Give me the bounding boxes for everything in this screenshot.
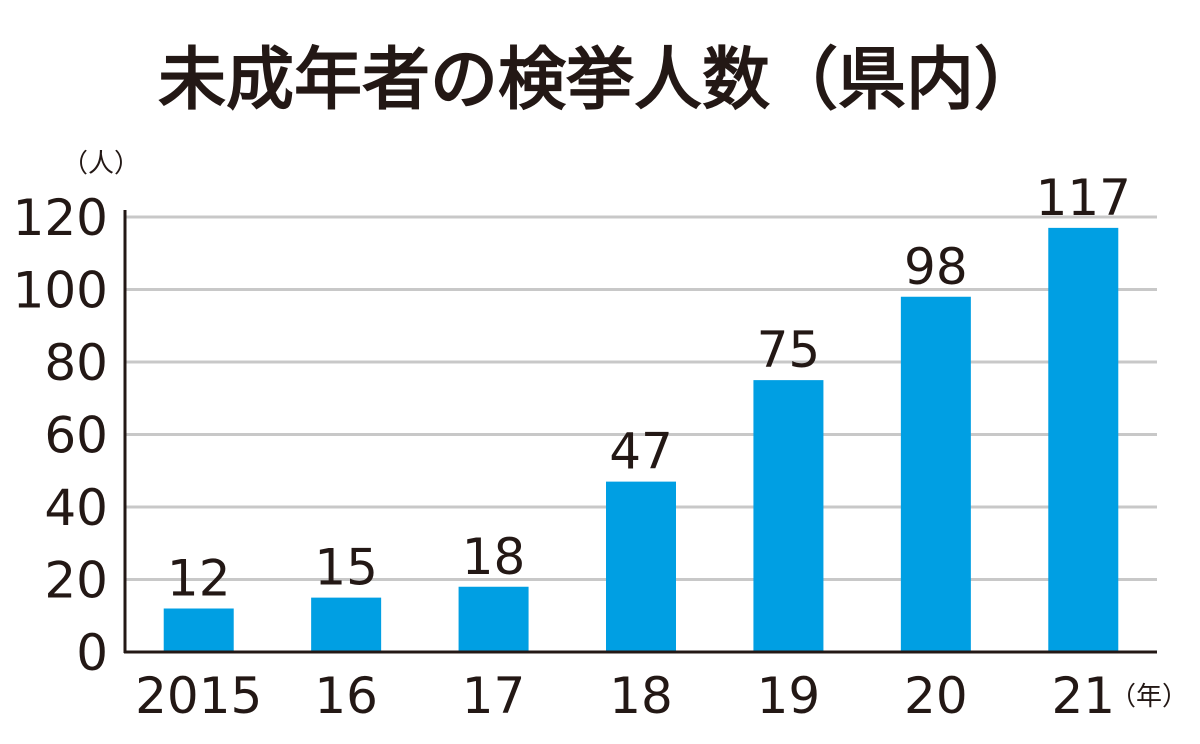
grid-lines <box>125 215 1157 581</box>
x-category-label: 18 <box>609 667 673 725</box>
y-tick-label: 20 <box>44 552 108 610</box>
y-tick-label: 40 <box>44 479 108 537</box>
x-category-label: 17 <box>462 667 526 725</box>
bar <box>311 597 382 652</box>
data-label: 12 <box>167 550 231 608</box>
data-label: 47 <box>609 423 673 481</box>
bar <box>163 608 234 652</box>
data-label: 18 <box>462 528 526 586</box>
x-category-label: 20 <box>904 667 968 725</box>
data-labels: 12 15 18 47 75 98 117 <box>167 169 1131 608</box>
x-axis-unit: （年） <box>1110 682 1188 712</box>
y-axis-unit: （人） <box>62 149 140 179</box>
y-tick-label: 0 <box>76 624 108 682</box>
chart-title: 未成年者の検挙人数（県内） <box>158 41 1042 120</box>
bar <box>458 586 529 652</box>
x-category-label: 21 <box>1051 667 1115 725</box>
bar <box>606 481 676 652</box>
bar <box>1048 227 1119 652</box>
x-axis-categories: 2015 16 17 18 19 20 21 <box>135 667 1115 725</box>
y-tick-label: 60 <box>44 407 108 465</box>
data-label: 117 <box>1036 169 1131 227</box>
y-tick-label: 120 <box>13 189 108 247</box>
y-axis-ticks: 0 20 40 60 80 100 120 <box>13 189 108 682</box>
data-label: 75 <box>757 321 821 379</box>
bars <box>163 227 1119 652</box>
x-category-label: 16 <box>314 667 378 725</box>
data-label: 98 <box>904 238 968 296</box>
x-category-label: 2015 <box>135 667 262 725</box>
x-category-label: 19 <box>757 667 821 725</box>
data-label: 15 <box>314 539 378 597</box>
bar <box>900 296 971 652</box>
y-tick-label: 100 <box>13 262 108 320</box>
bar <box>753 380 824 652</box>
y-tick-label: 80 <box>44 334 108 392</box>
